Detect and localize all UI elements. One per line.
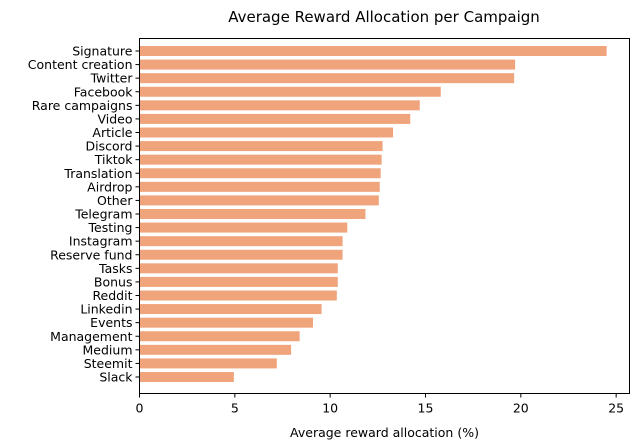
y-tick-label: Bonus — [94, 274, 133, 289]
bar-translation — [139, 168, 381, 179]
x-axis-label: Average reward allocation (%) — [290, 425, 479, 440]
y-tick-label: Testing — [88, 220, 133, 235]
bar-events — [139, 317, 314, 328]
bar-signature — [139, 46, 607, 56]
y-tick-label: Medium — [83, 342, 133, 357]
y-tick-label: Video — [97, 111, 132, 126]
bar-telegram — [139, 209, 366, 219]
y-tick-label: Discord — [86, 139, 133, 154]
bar-management — [139, 331, 300, 342]
y-tick-label: Steemit — [84, 356, 133, 371]
y-tick-label: Events — [90, 315, 132, 330]
y-tick-label: Slack — [99, 370, 133, 385]
x-tick-label: 0 — [136, 401, 144, 416]
x-tick-label: 20 — [513, 401, 529, 416]
bars-group — [139, 46, 607, 382]
bar-testing — [139, 222, 348, 233]
y-tick-label: Article — [92, 125, 132, 140]
y-tick-label: Reddit — [92, 288, 132, 303]
x-tick-label: 25 — [608, 401, 624, 416]
y-tick-label: Airdrop — [87, 179, 132, 194]
bar-discord — [139, 141, 383, 152]
bar-article — [139, 127, 394, 138]
bar-rare-campaigns — [139, 100, 420, 111]
bar-facebook — [139, 86, 441, 97]
plot-frame — [139, 38, 630, 394]
y-tick-label: Twitter — [90, 71, 134, 86]
bar-airdrop — [139, 181, 380, 192]
bar-slack — [139, 372, 234, 382]
y-tick-label: Translation — [63, 166, 132, 181]
bar-other — [139, 195, 379, 206]
y-tick-label: Tasks — [98, 261, 133, 276]
y-tick-label: Instagram — [69, 234, 133, 249]
bar-reserve-fund — [139, 249, 343, 260]
bar-twitter — [139, 73, 515, 84]
chart-title: Average Reward Allocation per Campaign — [228, 8, 540, 26]
bar-reddit — [139, 290, 337, 301]
y-tick-label: Other — [97, 193, 133, 208]
y-tick-label: Content creation — [28, 57, 133, 72]
y-tick-label: Management — [50, 329, 132, 344]
bar-video — [139, 113, 411, 124]
y-tick-label: Telegram — [74, 207, 132, 222]
y-tick-label: Rare campaigns — [32, 98, 133, 113]
y-tick-label: Tiktok — [94, 152, 134, 167]
y-tick-label: Facebook — [74, 84, 133, 99]
bar-linkedin — [139, 304, 322, 315]
bar-content-creation — [139, 59, 516, 70]
x-tick-label: 5 — [231, 401, 239, 416]
bar-bonus — [139, 276, 338, 287]
x-tick-label: 10 — [322, 401, 338, 416]
bar-tiktok — [139, 154, 382, 165]
bar-instagram — [139, 236, 343, 247]
x-tick-label: 15 — [418, 401, 434, 416]
x-ticks-group: 0 5 10 15 20 25 — [136, 393, 624, 416]
y-tick-label: Signature — [72, 44, 133, 59]
bar-medium — [139, 344, 292, 355]
y-tick-label: Reserve fund — [50, 247, 132, 262]
bar-steemit — [139, 358, 277, 369]
bar-tasks — [139, 263, 338, 274]
y-tick-label: Linkedin — [80, 302, 132, 317]
